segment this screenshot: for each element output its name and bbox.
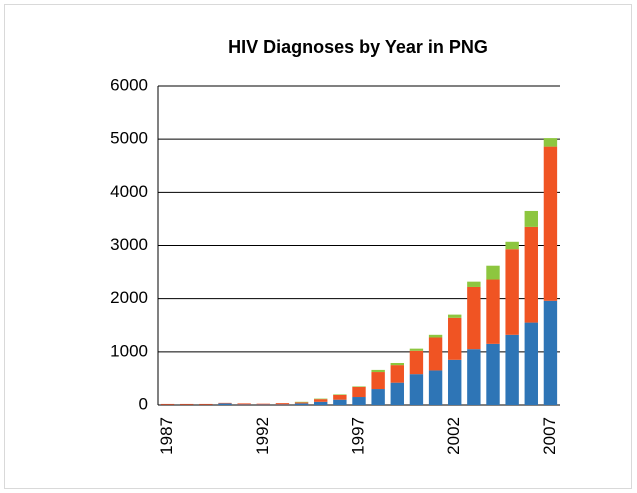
bar-segment (467, 286, 481, 350)
bar-segment (505, 241, 519, 250)
y-tick-label: 2000 (110, 288, 148, 307)
bar-segment (314, 399, 328, 402)
bar-segment (256, 404, 270, 405)
bar-segment (333, 394, 347, 400)
bar-segment (314, 401, 328, 405)
x-tick-label: 1997 (348, 417, 367, 455)
bar-segment (237, 403, 251, 405)
bar-segment (218, 403, 232, 405)
y-tick-label: 4000 (110, 182, 148, 201)
y-tick-label: 0 (139, 394, 148, 413)
bar-segment (390, 382, 404, 405)
bar-segment (486, 265, 500, 280)
bar-segment (294, 401, 309, 403)
bar-segment (505, 334, 519, 405)
bar-segment (486, 343, 500, 405)
bar-segment (409, 350, 424, 375)
bar-segment (352, 397, 366, 405)
bar-segment (218, 402, 232, 404)
bar-segment (543, 300, 558, 405)
bar-segment (199, 403, 213, 405)
bar-segment (390, 365, 404, 383)
bar-segment (314, 398, 328, 400)
bar-segment (160, 403, 175, 405)
bar-segment (371, 372, 385, 390)
bar-segment (237, 404, 251, 405)
x-tick-label: 2007 (540, 417, 559, 455)
bar-segment (467, 281, 481, 287)
bar-segment (390, 362, 404, 366)
x-tick-label: 2002 (444, 417, 463, 455)
bar-segment (275, 403, 290, 405)
bar-segment (448, 314, 462, 318)
bar-segment (428, 370, 443, 405)
bar-segment (294, 402, 309, 404)
bar-segment (333, 399, 347, 405)
bar-segment (275, 404, 290, 405)
y-tick-label: 3000 (110, 235, 148, 254)
bar-segment (486, 279, 500, 344)
x-tick-label: 1987 (157, 417, 176, 455)
bar-segment (256, 403, 270, 405)
bar-segment (409, 374, 424, 405)
bar-segment (543, 138, 558, 147)
bar-segment (448, 317, 462, 360)
bar-segment (428, 334, 443, 338)
chart-title: HIV Diagnoses by Year in PNG (228, 37, 488, 57)
bar-segment (352, 386, 366, 387)
bar-segment (409, 348, 424, 351)
bar-segment (543, 146, 558, 301)
y-tick-label: 6000 (110, 75, 148, 94)
y-tick-label: 1000 (110, 341, 148, 360)
bar-segment (371, 389, 385, 405)
bar-segment (448, 359, 462, 405)
bar-segment (467, 349, 481, 405)
x-tick-label: 1992 (253, 417, 272, 455)
bar-segment (371, 369, 385, 373)
bar-segment (333, 394, 347, 395)
bar-segment (524, 226, 538, 323)
bar-segment (524, 210, 538, 227)
bar-segment (294, 403, 309, 405)
bar-segment (428, 337, 443, 371)
bar-segment (352, 386, 366, 398)
bar-segment (524, 322, 538, 405)
bar-segment (505, 249, 519, 335)
bar-segment (180, 403, 194, 405)
y-tick-label: 5000 (110, 129, 148, 148)
